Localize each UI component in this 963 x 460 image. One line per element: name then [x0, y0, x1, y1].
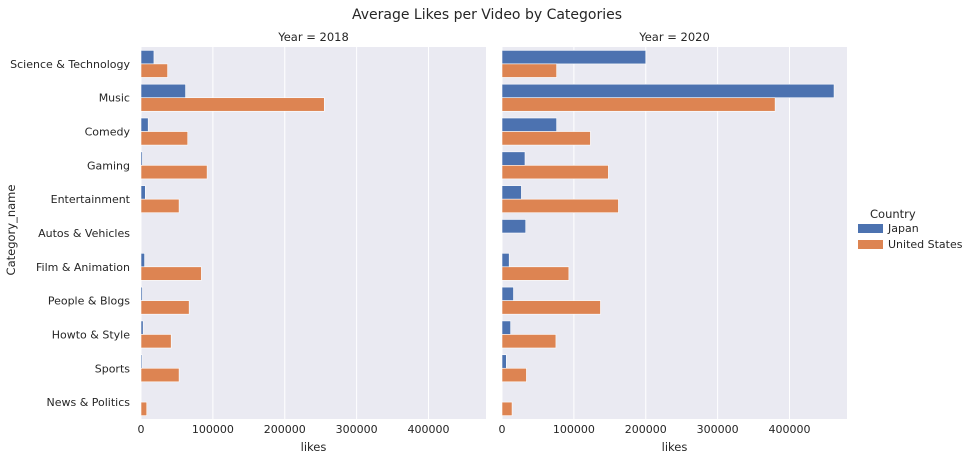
bar-united-states-howto-and-style: [501, 334, 557, 349]
chart-title: Average Likes per Video by Categories: [352, 7, 622, 23]
legend: Country Japan United States: [858, 207, 963, 251]
y-tick-label: Film & Animation: [36, 261, 130, 274]
bar-united-states-music: [501, 97, 776, 112]
bar-united-states-entertainment: [501, 198, 619, 214]
y-tick-label: Sports: [95, 362, 131, 375]
x-tick-label: 300000: [336, 423, 378, 436]
legend-label-japan: Japan: [887, 222, 919, 235]
bar-japan-film-and-animation: [140, 252, 145, 268]
bar-united-states-comedy: [140, 131, 189, 146]
y-tick-label: News & Politics: [46, 396, 130, 409]
x-tick-label: 400000: [769, 423, 811, 436]
bar-united-states-science-and-technology: [501, 63, 557, 78]
bar-japan-people-and-blogs: [501, 286, 514, 301]
bar-united-states-howto-and-style: [140, 334, 172, 349]
bar-japan-comedy: [501, 117, 557, 132]
panels: 0 100000 200000 300000 400000 Year = 2018 like…: [10, 30, 847, 454]
x-tick-label: 300000: [697, 423, 739, 436]
bar-united-states-gaming: [140, 165, 208, 180]
y-tick-label: People & Blogs: [48, 295, 130, 308]
y-tick-label: Howto & Style: [52, 328, 130, 341]
x-tick-label: 400000: [408, 423, 450, 436]
bar-united-states-people-and-blogs: [501, 300, 601, 315]
bar-japan-sports: [140, 354, 143, 369]
x-tick-label: 100000: [553, 423, 595, 436]
bar-united-states-film-and-animation: [140, 266, 202, 281]
bar-japan-entertainment: [501, 185, 522, 200]
panel-1: 0 100000 200000 300000 400000 Year = 2018 like…: [138, 30, 486, 454]
bar-united-states-entertainment: [140, 198, 180, 214]
y-tick-label: Music: [99, 92, 130, 105]
y-tick-label: Science & Technology: [10, 58, 130, 71]
bar-japan-comedy: [140, 117, 149, 132]
x-tick-label: 200000: [625, 423, 667, 436]
x-tick-label: 200000: [264, 423, 306, 436]
bar-united-states-music: [140, 97, 325, 112]
legend-swatch-united-states: [858, 240, 883, 249]
bar-united-states-people-and-blogs: [140, 300, 190, 315]
bar-united-states-news-and-politics: [140, 401, 148, 416]
bar-japan-science-and-technology: [501, 50, 647, 65]
legend-label-united-states: United States: [888, 238, 963, 251]
bar-japan-entertainment: [140, 185, 146, 200]
panel-title: Year = 2018: [277, 30, 349, 44]
panel-2: 0 100000 200000 300000 400000 Year = 2020 like…: [499, 30, 847, 454]
bar-united-states-science-and-technology: [140, 63, 168, 78]
x-tick-label: 0: [499, 423, 506, 436]
y-tick-label: Autos & Vehicles: [38, 227, 130, 240]
y-tick-label: Gaming: [87, 159, 130, 172]
bar-united-states-comedy: [501, 131, 591, 146]
y-tick-label: Entertainment: [51, 193, 131, 206]
bar-united-states-sports: [501, 367, 527, 383]
bar-united-states-film-and-animation: [501, 266, 570, 281]
bar-united-states-gaming: [501, 165, 609, 180]
legend-title: Country: [870, 207, 916, 221]
bar-japan-music: [501, 83, 835, 99]
bar-japan-science-and-technology: [140, 50, 155, 65]
x-tick-label: 0: [138, 423, 145, 436]
panel-title: Year = 2020: [638, 30, 710, 44]
bar-japan-autos-and-vehicles: [501, 219, 527, 234]
bar-japan-howto-and-style: [140, 320, 144, 335]
y-tick-label: Comedy: [85, 126, 131, 139]
y-axis-label: Category_name: [4, 185, 18, 276]
bar-japan-film-and-animation: [501, 252, 510, 268]
x-axis-label: likes: [662, 440, 688, 454]
legend-swatch-japan: [858, 224, 883, 233]
bar-japan-people-and-blogs: [140, 286, 143, 301]
bar-japan-sports: [501, 354, 507, 369]
bar-japan-gaming: [501, 151, 526, 166]
x-axis-label: likes: [301, 440, 327, 454]
x-tick-label: 100000: [192, 423, 234, 436]
bar-united-states-news-and-politics: [501, 401, 513, 416]
bar-united-states-sports: [140, 367, 180, 383]
bar-japan-gaming: [140, 151, 143, 166]
bar-japan-music: [140, 83, 186, 99]
bar-japan-howto-and-style: [501, 320, 511, 335]
